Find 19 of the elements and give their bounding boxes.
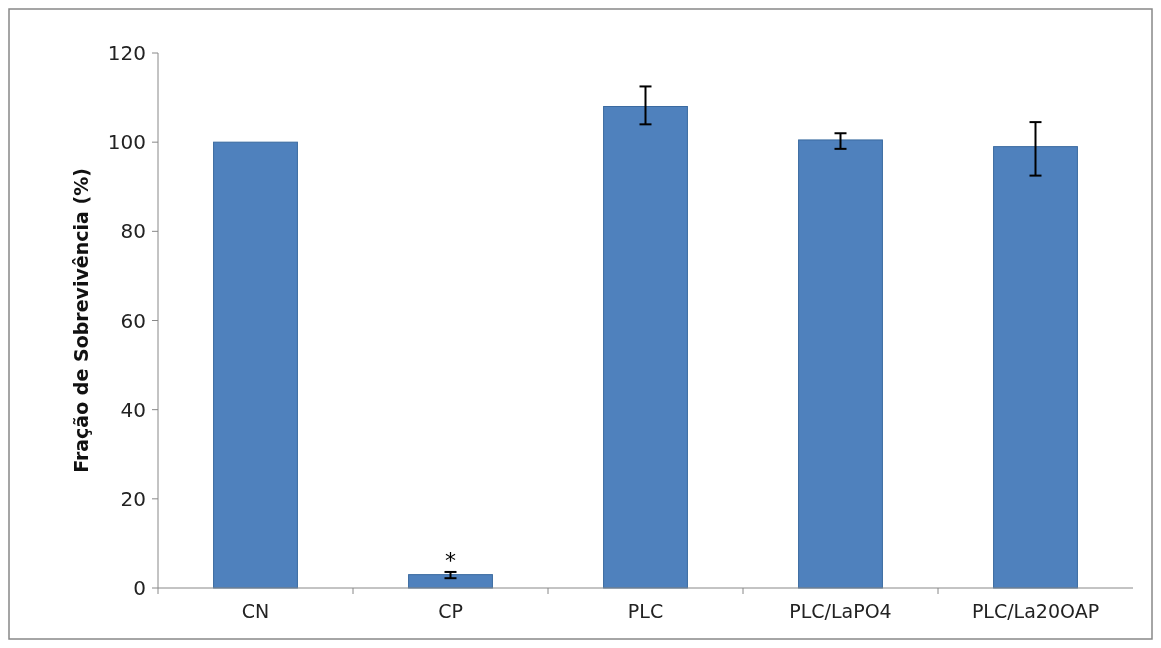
bar: [993, 146, 1078, 589]
bar: [798, 139, 883, 589]
x-tick-label: PLC/LaPO4: [789, 600, 892, 622]
y-tick-label: 20: [120, 486, 146, 511]
annotation: *: [445, 547, 456, 573]
y-tick-label: 40: [120, 397, 146, 422]
bar: [408, 574, 493, 589]
x-tick-label: CN: [241, 600, 270, 622]
bar: [213, 141, 298, 589]
y-tick-label: 100: [107, 130, 146, 155]
x-tick-label: CP: [438, 600, 463, 622]
y-tick-label: 0: [133, 576, 146, 600]
y-axis-title: Fração de Sobrevivência (%): [70, 168, 92, 473]
y-tick-label: 60: [120, 308, 146, 333]
x-tick-label: PLC: [627, 600, 664, 622]
y-tick-label: 80: [120, 219, 146, 244]
y-tick-label: 120: [107, 41, 146, 65]
bar: [603, 106, 688, 589]
x-tick-label: PLC/La20OAP: [971, 600, 1100, 622]
